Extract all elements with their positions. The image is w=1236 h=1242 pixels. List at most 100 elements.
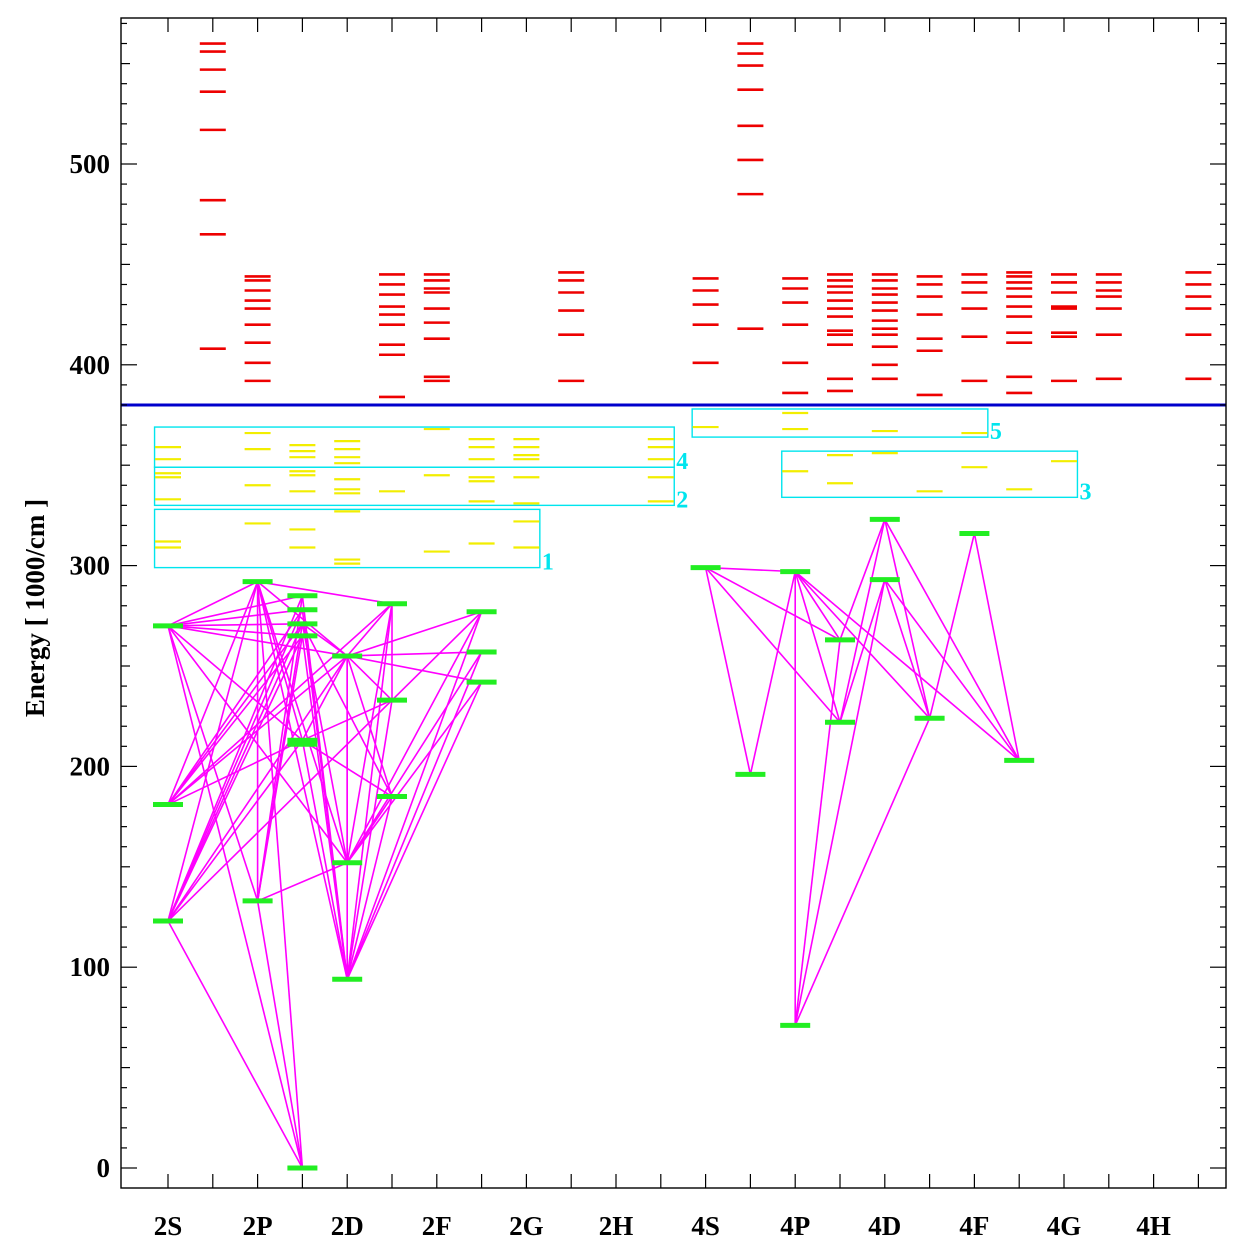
transition-line bbox=[167, 581, 259, 922]
transition-line bbox=[301, 623, 348, 657]
transition-line bbox=[301, 739, 393, 798]
transition-line bbox=[167, 623, 303, 627]
transition-line-group bbox=[167, 519, 1020, 1169]
transition-line bbox=[794, 639, 841, 1026]
transition-line bbox=[256, 581, 304, 741]
transition-line bbox=[704, 567, 841, 723]
transition-line bbox=[346, 651, 483, 864]
transition-line bbox=[794, 571, 841, 723]
x-tick-label: 2D bbox=[331, 1211, 364, 1241]
transition-line bbox=[346, 651, 483, 980]
transition-line bbox=[256, 900, 304, 1169]
transition-line bbox=[301, 635, 348, 980]
box-label: 5 bbox=[990, 419, 1002, 445]
level-box bbox=[153, 466, 675, 507]
transition-line bbox=[302, 699, 393, 742]
transition-line bbox=[973, 533, 1020, 761]
x-tick-label: 2P bbox=[243, 1211, 273, 1241]
transition-line bbox=[346, 700, 393, 980]
y-tick-label: 300 bbox=[70, 551, 111, 581]
transition-line bbox=[705, 566, 841, 641]
x-tick-label: 2S bbox=[154, 1211, 183, 1241]
transition-line bbox=[256, 581, 348, 864]
transition-line bbox=[794, 571, 1020, 761]
lower-level-group bbox=[153, 516, 1035, 1171]
transition-line bbox=[347, 655, 482, 683]
y-axis-title: Energy [ 1000/cm ] bbox=[20, 499, 50, 717]
transition-line bbox=[346, 611, 483, 864]
box-label: 3 bbox=[1079, 479, 1091, 505]
transition-line bbox=[884, 579, 931, 719]
transition-line bbox=[167, 594, 303, 627]
transition-line bbox=[839, 519, 886, 641]
x-tick-label: 2H bbox=[599, 1211, 634, 1241]
transition-line bbox=[884, 519, 931, 719]
y-tick-label: 100 bbox=[70, 952, 111, 982]
level-box bbox=[153, 508, 541, 569]
level-box bbox=[691, 408, 989, 438]
transition-line bbox=[347, 651, 482, 657]
box-label: 2 bbox=[676, 487, 688, 513]
axes-frame bbox=[120, 17, 1227, 1189]
x-tick-label: 4P bbox=[780, 1211, 810, 1241]
x-tick-label: 2F bbox=[422, 1211, 452, 1241]
transition-line bbox=[346, 655, 393, 797]
transition-line bbox=[256, 581, 304, 1169]
transition-line bbox=[839, 579, 886, 723]
transition-line bbox=[346, 681, 483, 980]
transition-line bbox=[256, 635, 304, 902]
tick-label-group: 0 100 200 300 400 500 2S 2P 2D 2F 2G 2H 4S 4P 4D 4F 4G 4H bbox=[70, 149, 1171, 1241]
transition-line bbox=[346, 603, 393, 657]
transition-line bbox=[167, 608, 303, 627]
level-box bbox=[153, 426, 675, 468]
level-box-group bbox=[153, 408, 1079, 569]
transition-line bbox=[839, 519, 886, 723]
transition-line bbox=[346, 603, 393, 863]
transition-line bbox=[167, 581, 259, 805]
transition-line bbox=[257, 580, 393, 605]
transition-line bbox=[167, 625, 304, 1169]
transition-line bbox=[346, 655, 393, 701]
transition-line bbox=[346, 796, 393, 980]
transition-line bbox=[346, 611, 483, 980]
transition-line bbox=[704, 567, 752, 775]
box-label-group: 1 2 4 5 3 bbox=[542, 419, 1092, 576]
x-tick-label: 4D bbox=[868, 1211, 901, 1241]
box-label: 4 bbox=[676, 449, 688, 475]
transition-line bbox=[167, 623, 304, 922]
transition-line bbox=[167, 609, 304, 806]
transition-line bbox=[346, 603, 393, 980]
transition-line bbox=[167, 920, 304, 1169]
transition-line bbox=[301, 655, 348, 741]
transition-line bbox=[167, 580, 258, 627]
transition-line bbox=[167, 611, 483, 922]
transition-line bbox=[749, 571, 796, 775]
x-tick-label: 4S bbox=[691, 1211, 720, 1241]
transition-line bbox=[346, 611, 482, 657]
box-label: 1 bbox=[542, 550, 554, 576]
transition-line bbox=[928, 533, 976, 719]
transition-line bbox=[167, 625, 303, 741]
y-tick-label: 500 bbox=[70, 149, 111, 179]
transition-line bbox=[167, 635, 304, 806]
transition-line bbox=[257, 581, 348, 657]
transition-line bbox=[167, 625, 303, 637]
x-tick-label: 4F bbox=[959, 1211, 989, 1241]
transition-line bbox=[301, 740, 348, 980]
y-tick-label: 0 bbox=[97, 1153, 111, 1183]
transition-line bbox=[301, 623, 348, 863]
x-tick-label: 2G bbox=[509, 1211, 544, 1241]
transition-line bbox=[167, 603, 393, 806]
upper-level-group bbox=[199, 42, 1212, 407]
transition-line bbox=[794, 571, 931, 719]
x-tick-label: 4H bbox=[1136, 1211, 1171, 1241]
transition-line bbox=[346, 796, 393, 864]
transition-line bbox=[794, 717, 931, 1026]
transition-line bbox=[346, 681, 483, 864]
plot-frame bbox=[120, 17, 1227, 1189]
transition-line bbox=[884, 519, 1020, 761]
level-box bbox=[781, 450, 1079, 499]
y-tick-label: 400 bbox=[70, 350, 111, 380]
y-tick-label: 200 bbox=[70, 751, 111, 781]
